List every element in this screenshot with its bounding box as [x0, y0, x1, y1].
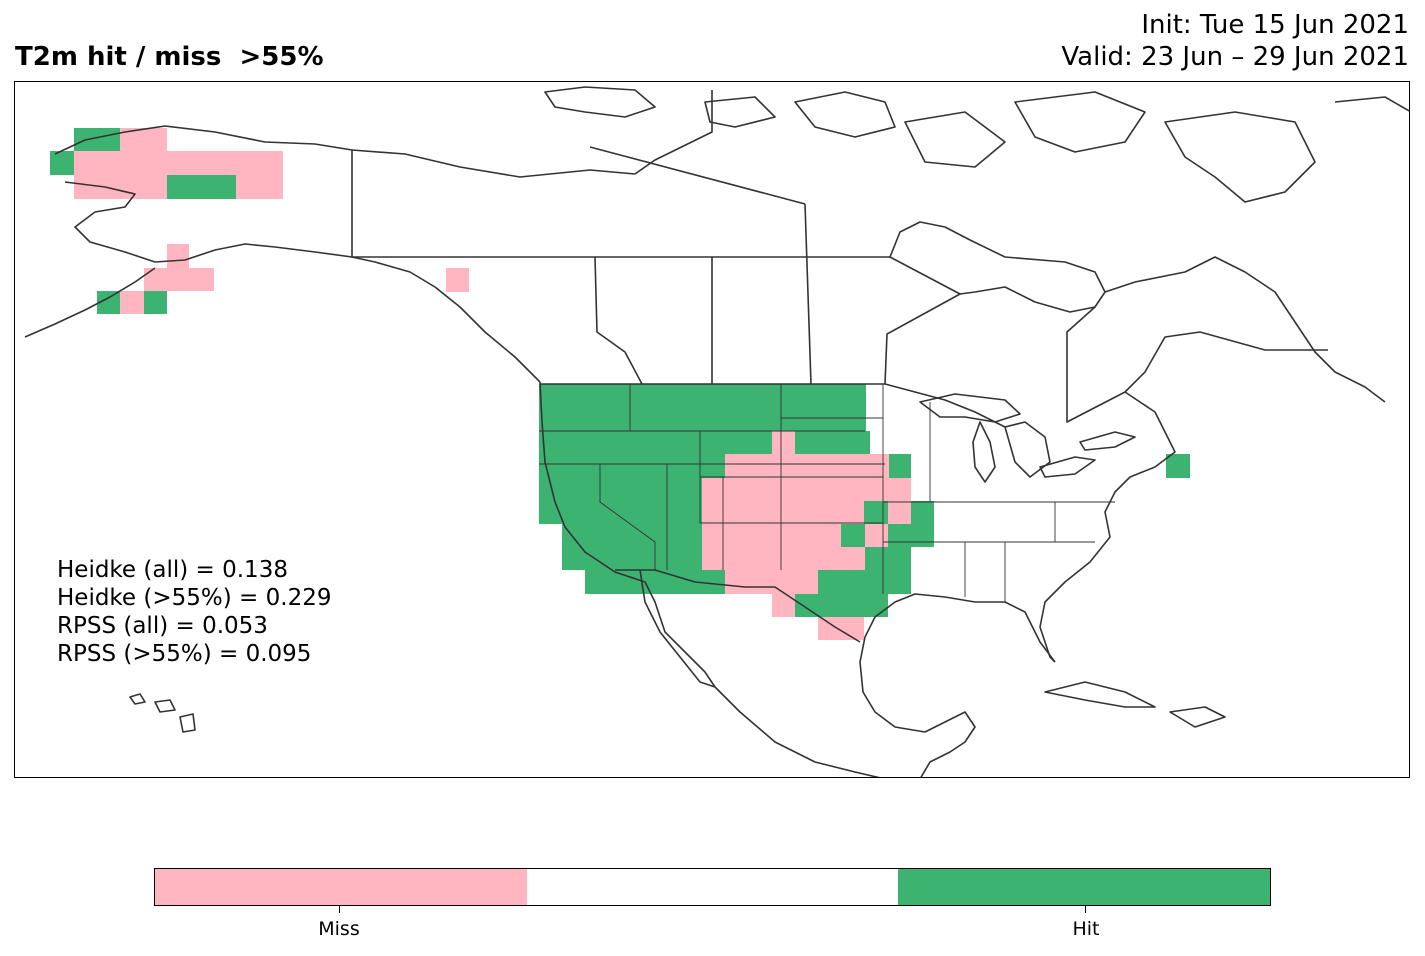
miss-cell: [236, 175, 283, 199]
miss-cell: [144, 268, 214, 291]
miss-cell: [702, 501, 864, 524]
map-panel: [14, 81, 1410, 778]
colorbar: [154, 868, 1271, 906]
miss-cell: [888, 501, 911, 524]
hit-cell: [539, 384, 866, 431]
miss-cell: [446, 268, 469, 292]
miss-cell: [120, 291, 144, 314]
skill-scores: Heidke (all) = 0.138 Heidke (>55%) = 0.2…: [57, 556, 331, 668]
rpss-55: RPSS (>55%) = 0.095: [57, 641, 312, 667]
colorbar-tick-miss: [339, 906, 340, 913]
hit-cell: [74, 128, 120, 152]
init-date: Init: Tue 15 Jun 2021: [1141, 10, 1409, 40]
hit-cell: [539, 431, 870, 454]
chart-title: T2m hit / miss >55%: [15, 42, 324, 72]
miss-cell: [865, 524, 888, 547]
colorbar-label-miss: Miss: [318, 918, 360, 940]
miss-cell: [74, 151, 283, 175]
miss-cell: [167, 244, 189, 268]
heidke-55: Heidke (>55%) = 0.229: [57, 585, 332, 611]
miss-cell: [702, 524, 841, 547]
hit-cell: [50, 151, 74, 175]
colorbar-neutral-segment: [526, 869, 899, 905]
coastlines: [24, 86, 1409, 777]
miss-cell: [725, 570, 818, 594]
hit-cell: [1166, 454, 1190, 478]
miss-cell: [772, 594, 795, 617]
colorbar-miss-segment: [155, 869, 527, 905]
rpss-all: RPSS (all) = 0.053: [57, 613, 268, 639]
miss-cell: [702, 547, 865, 570]
map-canvas: [24, 86, 1409, 777]
colorbar-tick-hit: [1085, 906, 1086, 913]
colorbar-hit-segment: [898, 869, 1271, 905]
hit-cell: [167, 175, 236, 199]
hit-cell: [144, 291, 167, 314]
hit-cell: [795, 594, 888, 617]
miss-cell: [725, 454, 889, 478]
valid-period: Valid: 23 Jun – 29 Jun 2021: [1061, 42, 1409, 72]
heidke-all: Heidke (all) = 0.138: [57, 557, 288, 583]
colorbar-label-hit: Hit: [1072, 918, 1100, 940]
miss-cell: [74, 175, 167, 199]
verification-cells: [50, 128, 1190, 640]
miss-cell: [772, 431, 795, 454]
miss-cell: [702, 478, 911, 501]
